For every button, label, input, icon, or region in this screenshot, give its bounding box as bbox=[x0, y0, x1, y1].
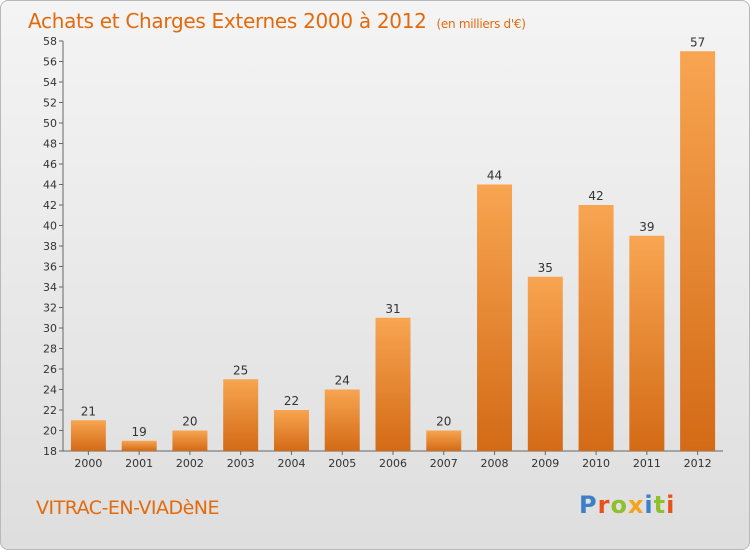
x-tick-label: 2009 bbox=[531, 457, 559, 470]
y-tick-label: 48 bbox=[43, 138, 57, 151]
x-tick-label: 2001 bbox=[125, 457, 153, 470]
y-tick-label: 26 bbox=[43, 363, 57, 376]
x-tick-label: 2012 bbox=[684, 457, 712, 470]
place-name: VITRAC-EN-VIADèNE bbox=[36, 497, 220, 519]
x-tick-label: 2002 bbox=[176, 457, 204, 470]
bar-value-label: 24 bbox=[335, 374, 350, 388]
x-tick-label: 2010 bbox=[582, 457, 610, 470]
y-tick-label: 22 bbox=[43, 404, 57, 417]
logo-letter: t bbox=[653, 491, 667, 519]
y-tick-label: 34 bbox=[43, 281, 57, 294]
axes: 18 20 22 24 26 28 30 32 34 36 38 40 42 44 46 48 50 52 54 56… bbox=[43, 35, 723, 470]
proxiti-logo: Proxiti bbox=[579, 491, 675, 519]
y-tick-label: 24 bbox=[43, 384, 57, 397]
bar-value-label: 20 bbox=[182, 415, 197, 429]
bar bbox=[70, 420, 106, 451]
logo-letter: o bbox=[610, 491, 628, 519]
bar bbox=[629, 235, 665, 451]
bar-value-label: 31 bbox=[385, 302, 400, 316]
bars: 21 19 20 25 22 24 31 20 44 35 42 39 57 bbox=[70, 35, 716, 451]
y-tick-label: 46 bbox=[43, 158, 57, 171]
bar-value-label: 42 bbox=[588, 189, 603, 203]
chart-title: Achats et Charges Externes 2000 à 2012 (e… bbox=[28, 9, 526, 33]
x-tick-label: 2000 bbox=[74, 457, 102, 470]
bar-value-label: 21 bbox=[81, 404, 96, 418]
y-tick-label: 58 bbox=[43, 35, 57, 48]
logo-letter: r bbox=[597, 491, 611, 519]
y-tick-label: 36 bbox=[43, 261, 57, 274]
x-tick-label: 2011 bbox=[633, 457, 661, 470]
bar bbox=[172, 430, 208, 451]
bar-value-label: 19 bbox=[132, 425, 147, 439]
y-tick-label: 32 bbox=[43, 302, 57, 315]
bar-value-label: 20 bbox=[436, 415, 451, 429]
bar-value-label: 44 bbox=[487, 169, 502, 183]
y-tick-label: 28 bbox=[43, 343, 57, 356]
bar bbox=[477, 184, 513, 451]
y-tick-label: 20 bbox=[43, 425, 57, 438]
bar bbox=[578, 205, 614, 451]
logo-letter: i bbox=[666, 491, 676, 519]
bar-value-label: 39 bbox=[639, 220, 654, 234]
title-text: Achats et Charges Externes 2000 à 2012 bbox=[28, 9, 427, 33]
x-tick-label: 2003 bbox=[227, 457, 255, 470]
logo-letter: P bbox=[579, 491, 598, 519]
bar bbox=[680, 51, 716, 451]
bar bbox=[375, 317, 411, 451]
bar-value-label: 35 bbox=[538, 261, 553, 275]
x-tick-label: 2004 bbox=[277, 457, 305, 470]
bar-value-label: 25 bbox=[233, 363, 248, 377]
bar bbox=[527, 276, 563, 451]
y-tick-label: 52 bbox=[43, 97, 57, 110]
x-tick-label: 2008 bbox=[481, 457, 509, 470]
unit-label: (en milliers d'€) bbox=[436, 17, 526, 31]
bar bbox=[273, 410, 309, 451]
y-tick-label: 38 bbox=[43, 240, 57, 253]
y-tick-label: 40 bbox=[43, 220, 57, 233]
y-tick-label: 56 bbox=[43, 56, 57, 69]
y-tick-label: 18 bbox=[43, 445, 57, 458]
bar bbox=[324, 389, 360, 451]
y-tick-label: 42 bbox=[43, 199, 57, 212]
x-tick-label: 2006 bbox=[379, 457, 407, 470]
y-tick-label: 44 bbox=[43, 179, 57, 192]
x-tick-label: 2007 bbox=[430, 457, 458, 470]
bar bbox=[223, 379, 259, 451]
bar bbox=[426, 430, 462, 451]
y-tick-label: 50 bbox=[43, 117, 57, 130]
logo-letter: x bbox=[627, 491, 645, 519]
bar-value-label: 57 bbox=[690, 35, 705, 49]
y-tick-label: 54 bbox=[43, 76, 57, 89]
x-tick-label: 2005 bbox=[328, 457, 356, 470]
bar-value-label: 22 bbox=[284, 394, 299, 408]
bar bbox=[121, 440, 157, 451]
logo-letter: i bbox=[644, 491, 654, 519]
y-tick-label: 30 bbox=[43, 322, 57, 335]
